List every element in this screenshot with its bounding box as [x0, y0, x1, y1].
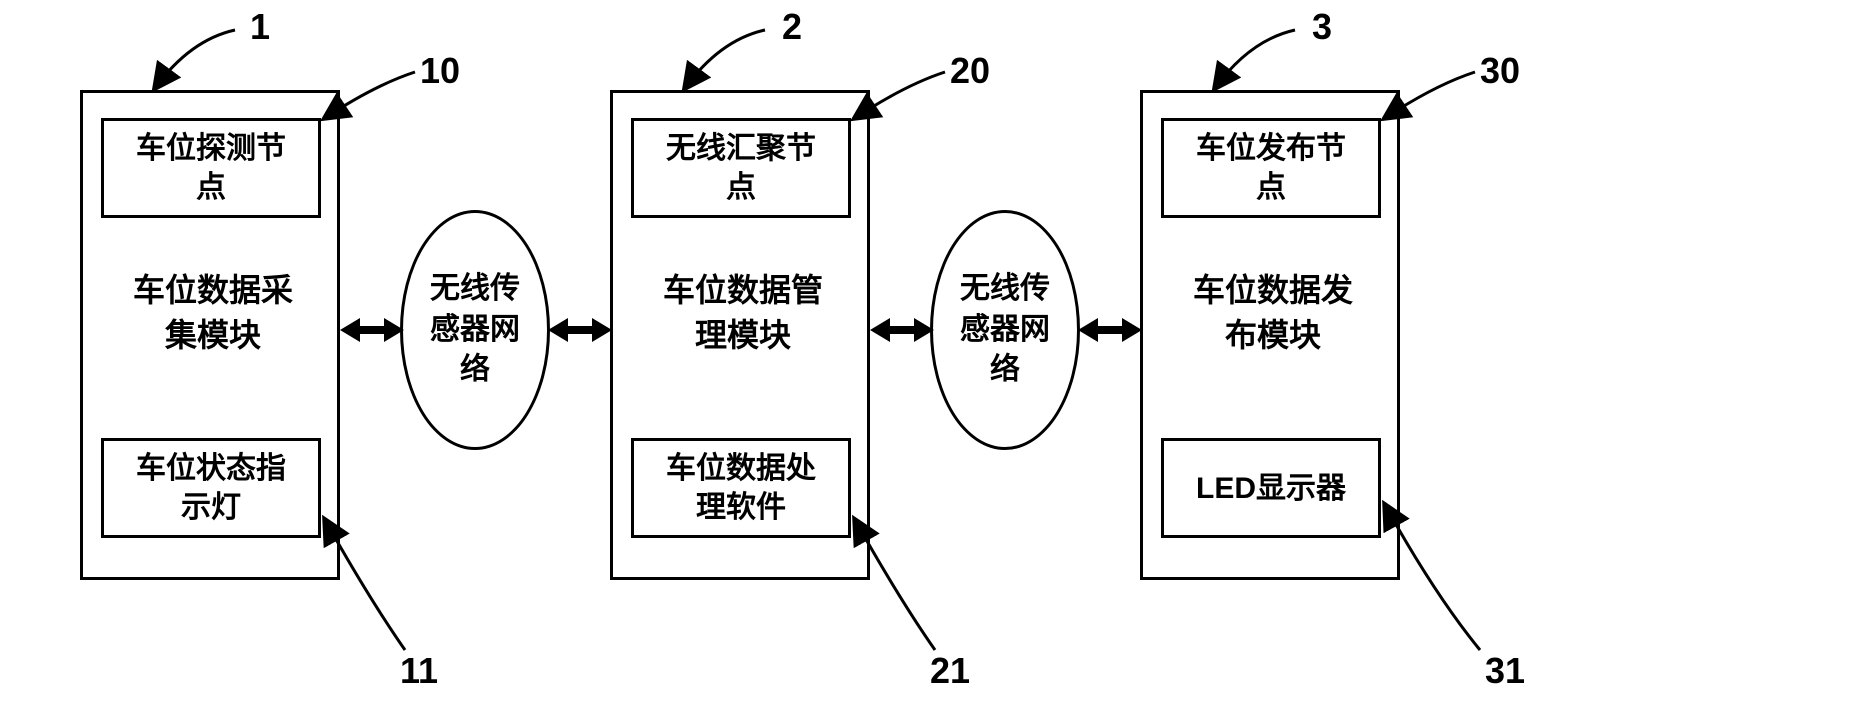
module-3-bottom-text: LED显示器: [1196, 469, 1346, 508]
arrow-2b-right: [1122, 318, 1142, 342]
module-2-bottom-text: 车位数据处理软件: [666, 449, 816, 527]
module-3-top-box: 车位发布节点: [1161, 118, 1381, 218]
module-2-bottom-box: 车位数据处理软件: [631, 438, 851, 538]
module-1-title: 车位数据采集模块: [83, 268, 343, 358]
pointer-3: [1200, 20, 1320, 100]
arrow-1a-line: [358, 326, 386, 334]
ellipse-1-text: 无线传感器网络: [430, 269, 520, 391]
ellipse-1: 无线传感器网络: [400, 210, 550, 450]
label-10: 10: [420, 50, 460, 92]
diagram-canvas: 车位探测节点 车位数据采集模块 车位状态指示灯 无线传感器网络 无线汇聚节点 车…: [0, 0, 1856, 727]
label-31: 31: [1485, 650, 1525, 692]
module-1-bottom-box: 车位状态指示灯: [101, 438, 321, 538]
module-3-top-text: 车位发布节点: [1196, 129, 1346, 207]
module-1-bottom-text: 车位状态指示灯: [136, 449, 286, 527]
label-21: 21: [930, 650, 970, 692]
pointer-31: [1380, 495, 1500, 660]
arrow-1b-left: [548, 318, 568, 342]
module-3-title: 车位数据发布模块: [1143, 268, 1403, 358]
module-2: 无线汇聚节点 车位数据管理模块 车位数据处理软件: [610, 90, 870, 580]
label-11: 11: [400, 650, 438, 692]
module-3: 车位发布节点 车位数据发布模块 LED显示器: [1140, 90, 1400, 580]
module-1-top-box: 车位探测节点: [101, 118, 321, 218]
pointer-2: [670, 20, 790, 100]
module-2-top-text: 无线汇聚节点: [666, 129, 816, 207]
pointer-20: [850, 60, 960, 130]
pointer-10: [320, 60, 430, 130]
module-2-title: 车位数据管理模块: [613, 268, 873, 358]
pointer-30: [1380, 60, 1490, 130]
arrow-1a-right: [384, 318, 404, 342]
label-20: 20: [950, 50, 990, 92]
module-3-title-text: 车位数据发布模块: [1193, 272, 1353, 353]
pointer-11: [320, 510, 430, 660]
module-1-top-text: 车位探测节点: [136, 129, 286, 207]
arrow-1b-right: [592, 318, 612, 342]
arrow-2a-line: [888, 326, 916, 334]
pointer-21: [850, 510, 960, 660]
ellipse-2: 无线传感器网络: [930, 210, 1080, 450]
arrow-2b-line: [1096, 326, 1124, 334]
label-3: 3: [1312, 6, 1332, 48]
module-3-bottom-box: LED显示器: [1161, 438, 1381, 538]
label-30: 30: [1480, 50, 1520, 92]
label-2: 2: [782, 6, 802, 48]
arrow-1a-left: [340, 318, 360, 342]
module-1: 车位探测节点 车位数据采集模块 车位状态指示灯: [80, 90, 340, 580]
module-2-top-box: 无线汇聚节点: [631, 118, 851, 218]
arrow-2b-left: [1078, 318, 1098, 342]
arrow-2a-right: [914, 318, 934, 342]
arrow-2a-left: [870, 318, 890, 342]
module-1-title-text: 车位数据采集模块: [133, 272, 293, 353]
label-1: 1: [250, 6, 270, 48]
arrow-1b-line: [566, 326, 594, 334]
module-2-title-text: 车位数据管理模块: [663, 272, 823, 353]
pointer-1: [140, 20, 260, 100]
ellipse-2-text: 无线传感器网络: [960, 269, 1050, 391]
